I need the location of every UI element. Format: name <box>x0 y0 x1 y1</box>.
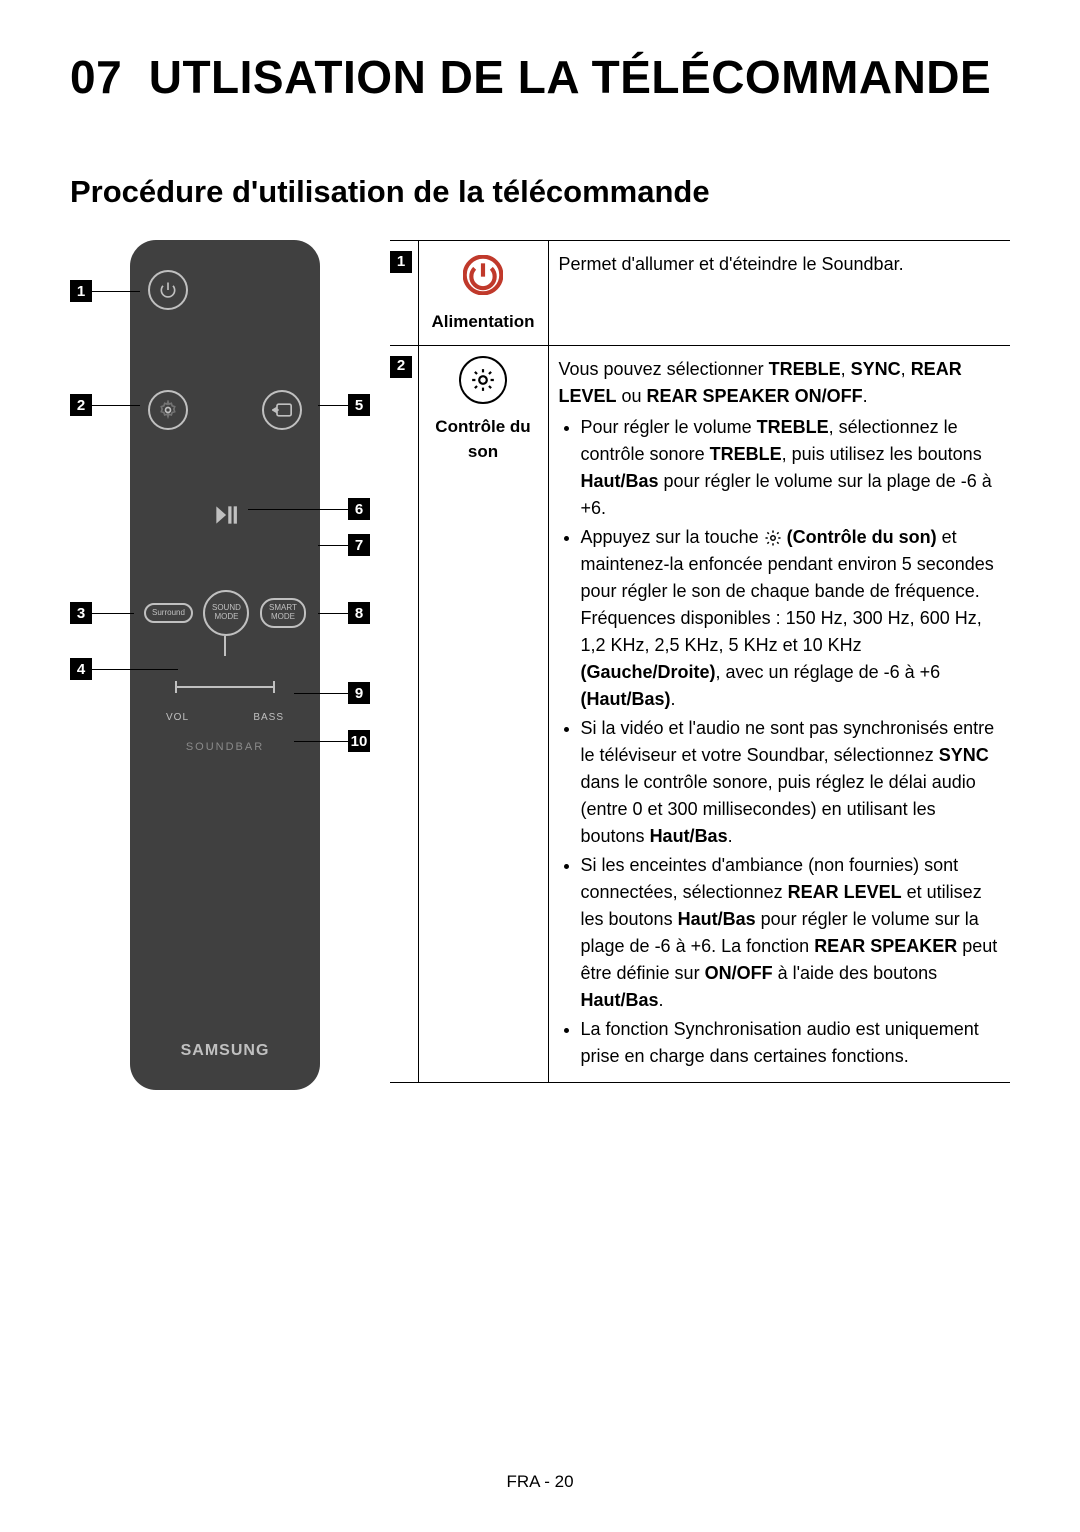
callout-3: 3 <box>70 602 134 624</box>
play-pause-icon <box>205 495 245 535</box>
remote-diagram: Surround SOUND MODE SMART MODE VOL BASS … <box>70 240 370 1090</box>
rocker-bar <box>175 686 275 688</box>
callout-5: 5 <box>318 394 370 416</box>
brand-label: SAMSUNG <box>130 1042 320 1060</box>
callout-4: 4 <box>70 658 178 680</box>
table-row: 2 Contrôle du son Vous pouvez sélectionn… <box>390 345 1010 1082</box>
callout-7: 7 <box>318 534 370 556</box>
row-number-badge: 2 <box>390 356 412 378</box>
callout-6: 6 <box>248 498 370 520</box>
table-row: 1 Alimentation Permet d'allumer et d'éte… <box>390 241 1010 346</box>
list-item: Pour régler le volume TREBLE, sélectionn… <box>581 414 1001 522</box>
chapter-title: 07 UTLISATION DE LA TÉLÉCOMMANDE <box>70 50 1010 104</box>
source-icon <box>262 390 302 430</box>
vol-label: VOL <box>166 712 189 723</box>
callout-1: 1 <box>70 280 140 302</box>
gear-icon <box>459 356 507 404</box>
list-item: La fonction Synchronisation audio est un… <box>581 1016 1001 1070</box>
row-description: Permet d'allumer et d'éteindre le Soundb… <box>548 241 1010 346</box>
chapter-text: UTLISATION DE LA TÉLÉCOMMANDE <box>149 51 991 103</box>
surround-button-label: Surround <box>144 603 193 624</box>
section-subtitle: Procédure d'utilisation de la télécomman… <box>70 174 1010 210</box>
icon-label: Alimentation <box>429 309 538 335</box>
callout-10: 10 <box>294 730 370 752</box>
bass-label: BASS <box>253 712 284 723</box>
row-number-badge: 1 <box>390 251 412 273</box>
icon-label: Contrôle du son <box>429 414 538 465</box>
power-icon <box>459 251 507 299</box>
description-table: 1 Alimentation Permet d'allumer et d'éte… <box>390 240 1010 1083</box>
page-footer: FRA - 20 <box>0 1472 1080 1492</box>
soundbar-label: SOUNDBAR <box>130 741 320 753</box>
row-description: Vous pouvez sélectionner TREBLE, SYNC, R… <box>548 345 1010 1082</box>
callout-8: 8 <box>318 602 370 624</box>
power-icon <box>148 270 188 310</box>
smart-mode-button-label: SMART MODE <box>260 598 306 628</box>
sound-mode-button-label: SOUND MODE <box>203 590 249 636</box>
list-item: Si les enceintes d'ambiance (non fournie… <box>581 852 1001 1014</box>
gear-icon <box>148 390 188 430</box>
gear-icon <box>764 529 782 547</box>
chapter-number: 07 <box>70 51 122 103</box>
list-item: Appuyez sur la touche (Contrôle du son) … <box>581 524 1001 713</box>
list-item: Si la vidéo et l'audio ne sont pas synch… <box>581 715 1001 850</box>
callout-2: 2 <box>70 394 140 416</box>
callout-9: 9 <box>294 682 370 704</box>
